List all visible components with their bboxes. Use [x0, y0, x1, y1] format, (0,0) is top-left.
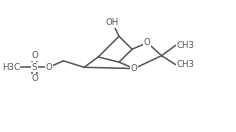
Text: CH3: CH3	[177, 41, 195, 50]
Text: S: S	[32, 63, 37, 72]
Text: O: O	[31, 74, 38, 83]
Text: O: O	[31, 51, 38, 60]
Text: OH: OH	[106, 18, 119, 27]
Text: O: O	[45, 63, 52, 72]
Text: O: O	[144, 38, 151, 47]
Text: O: O	[131, 64, 138, 73]
Text: H3C: H3C	[2, 63, 20, 72]
Text: CH3: CH3	[177, 60, 195, 69]
